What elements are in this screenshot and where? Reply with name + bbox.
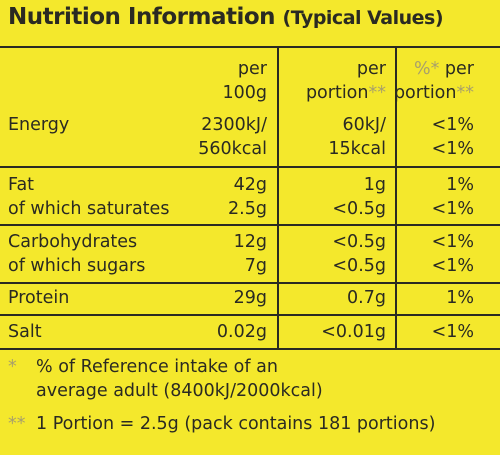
divider — [0, 348, 500, 350]
row-sugars-label: of which sugars — [8, 256, 146, 276]
carbs-pct: <1% — [431, 232, 474, 252]
col-portion-header-2: portion** — [306, 82, 386, 104]
sugars-per100: 7g — [244, 256, 267, 276]
carbs-portion: <0.5g — [332, 232, 386, 252]
footnote-1-line-1: % of Reference intake of an — [36, 357, 278, 377]
salt-pct: <1% — [431, 322, 474, 342]
divider — [0, 282, 500, 284]
portion-asterisks: ** — [368, 83, 387, 103]
col-per100-header-1: per — [237, 59, 267, 79]
footnote-2-mark: ** — [8, 414, 26, 434]
carbs-per100: 12g — [233, 232, 267, 252]
column-separator — [277, 48, 279, 348]
pct-asterisks: ** — [456, 83, 475, 103]
footnote-1-line-2: average adult (8400kJ/2000kcal) — [36, 381, 323, 401]
pct-per-text: per — [439, 59, 474, 79]
sugars-pct: <1% — [431, 256, 474, 276]
divider — [0, 46, 500, 48]
row-carbs-label: Carbohydrates — [8, 232, 138, 252]
protein-pct: 1% — [446, 288, 474, 308]
pct-portion-text: portion — [393, 83, 457, 103]
energy-portion-kcal: 15kcal — [328, 139, 386, 159]
col-pct-header-1: %* per — [414, 58, 474, 80]
energy-per100-kj: 2300kJ/ — [201, 115, 267, 135]
row-salt-label: Salt — [8, 322, 42, 342]
energy-pct-kcal: <1% — [431, 139, 474, 159]
saturates-pct: <1% — [431, 199, 474, 219]
subtitle-text: (Typical Values) — [282, 7, 444, 29]
protein-portion: 0.7g — [347, 288, 386, 308]
footnote-1-mark: * — [8, 357, 17, 377]
row-energy-label: Energy — [8, 115, 70, 135]
energy-pct-kj: <1% — [431, 115, 474, 135]
divider — [0, 166, 500, 168]
fat-per100: 42g — [233, 175, 267, 195]
row-protein-label: Protein — [8, 288, 70, 308]
salt-portion: <0.01g — [321, 322, 386, 342]
energy-portion-kj: 60kJ/ — [342, 115, 386, 135]
salt-per100: 0.02g — [216, 322, 267, 342]
divider — [0, 314, 500, 316]
energy-per100-kcal: 560kcal — [198, 139, 267, 159]
col-per100-header-2: 100g — [222, 83, 267, 103]
divider — [0, 224, 500, 226]
title-text: Nutrition Information — [8, 4, 276, 30]
row-fat-label: Fat — [8, 175, 35, 195]
nutrition-title: Nutrition Information (Typical Values) — [8, 4, 444, 30]
saturates-portion: <0.5g — [332, 199, 386, 219]
col-portion-header-1: per — [356, 59, 386, 79]
col-pct-header-2: portion** — [394, 82, 474, 104]
row-saturates-label: of which saturates — [8, 199, 170, 219]
column-separator — [395, 48, 397, 348]
fat-portion: 1g — [363, 175, 386, 195]
fat-pct: 1% — [446, 175, 474, 195]
protein-per100: 29g — [233, 288, 267, 308]
portion-text: portion — [305, 83, 369, 103]
saturates-per100: 2.5g — [228, 199, 267, 219]
sugars-portion: <0.5g — [332, 256, 386, 276]
pct-asterisk: %* — [413, 59, 440, 79]
footnote-2-text: 1 Portion = 2.5g (pack contains 181 port… — [36, 414, 436, 434]
